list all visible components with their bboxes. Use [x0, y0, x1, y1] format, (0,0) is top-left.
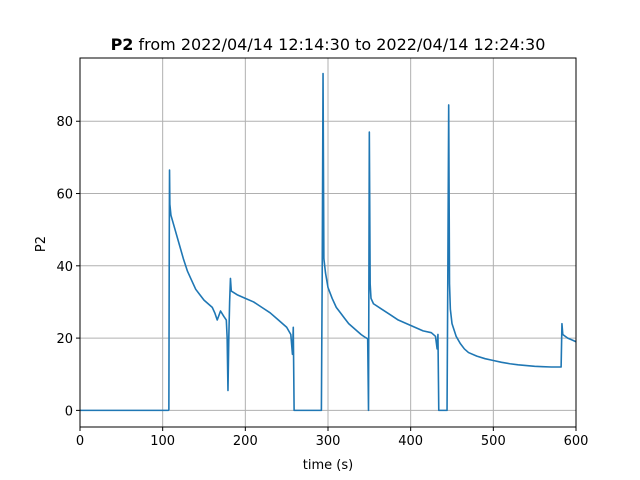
x-tick-label: 200 — [233, 434, 258, 449]
x-axis-label: time (s) — [303, 458, 353, 473]
grid-lines — [79, 58, 577, 427]
y-tick-label: 20 — [56, 332, 73, 347]
x-tick-label: 300 — [316, 434, 341, 449]
y-tick-label: 60 — [56, 188, 73, 203]
x-tick-label: 100 — [150, 434, 175, 449]
chart-title-bold: P2 — [111, 35, 134, 54]
chart-title: P2 from 2022/04/14 12:14:30 to 2022/04/1… — [111, 35, 546, 54]
y-tick-label: 40 — [56, 260, 73, 275]
y-tick-label: 0 — [65, 404, 73, 419]
y-axis-label: P2 — [34, 236, 49, 252]
x-tick-label: 0 — [76, 434, 84, 449]
y-axis-ticks: 0 20 40 60 80 — [56, 115, 80, 419]
x-tick-label: 600 — [564, 434, 589, 449]
x-tick-label: 500 — [481, 434, 506, 449]
data-series — [80, 72, 577, 412]
x-tick-label: 400 — [398, 434, 423, 449]
chart-title-rest: from 2022/04/14 12:14:30 to 2022/04/14 1… — [133, 35, 545, 54]
x-axis-ticks: 0 100 200 300 400 500 600 — [76, 427, 589, 449]
series-line — [80, 72, 577, 412]
y-tick-label: 80 — [56, 115, 73, 130]
